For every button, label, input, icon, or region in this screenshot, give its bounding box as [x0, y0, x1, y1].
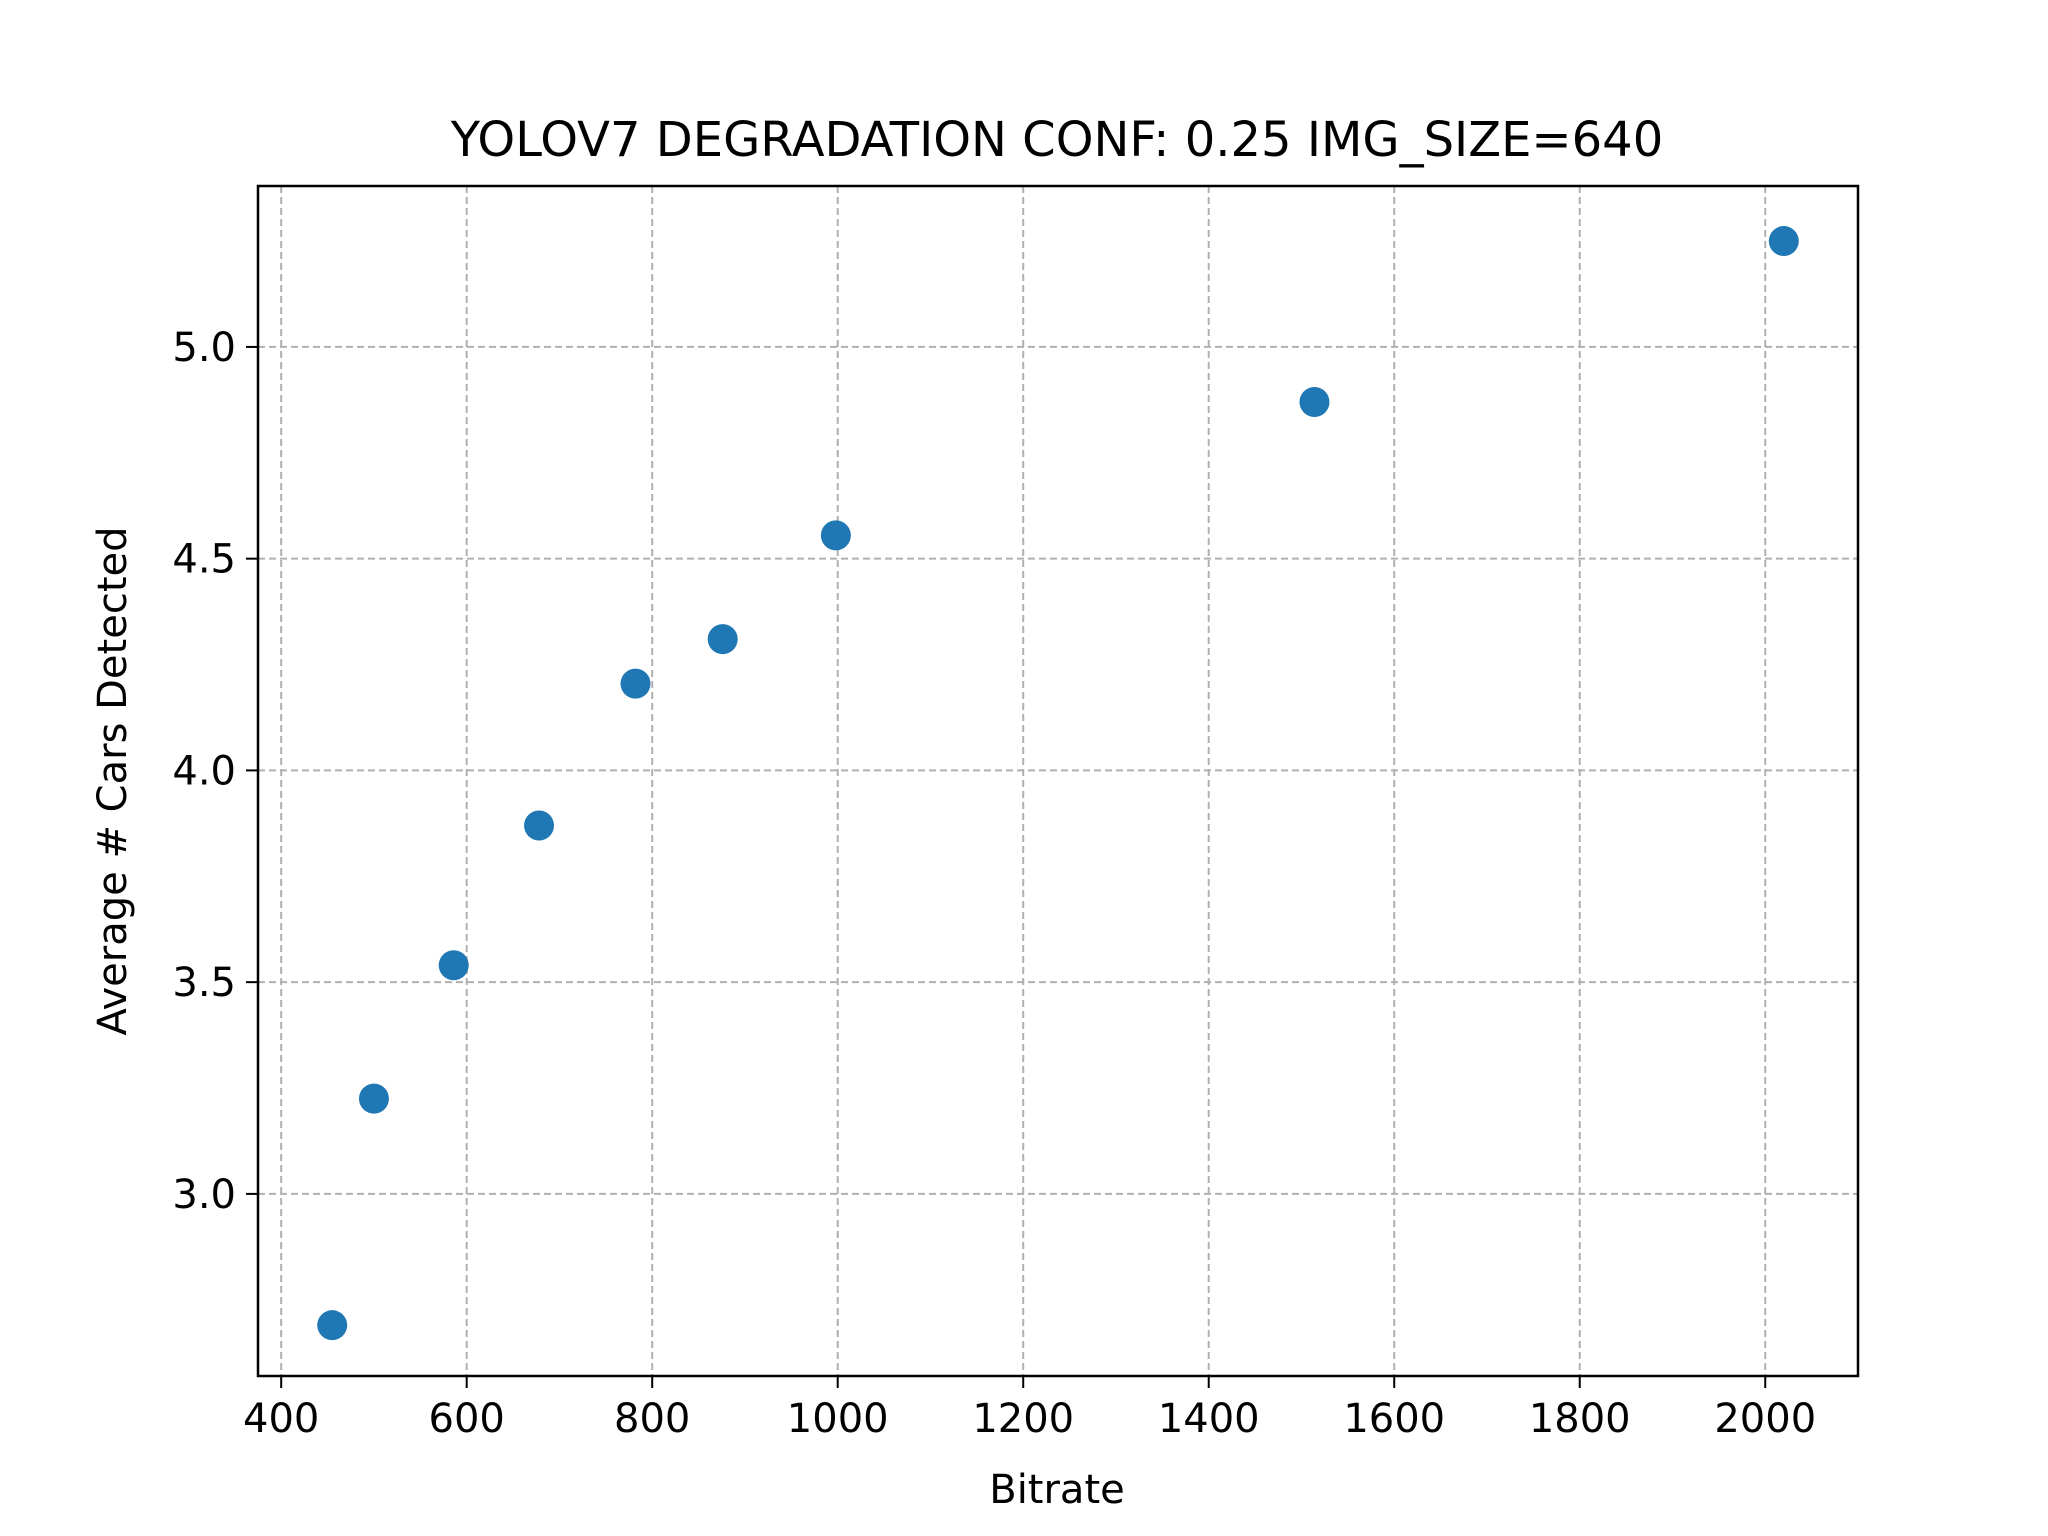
data-point	[620, 668, 651, 699]
x-axis-title: Bitrate	[989, 1467, 1125, 1513]
x-tick-label: 400	[243, 1396, 319, 1442]
y-tick-label: 5.0	[172, 325, 236, 371]
x-tick-label: 800	[614, 1396, 690, 1442]
data-point	[524, 810, 555, 841]
y-tick-label: 4.5	[172, 537, 236, 583]
grid	[258, 186, 1858, 1376]
y-tick-label: 4.0	[172, 748, 236, 794]
y-tick-label: 3.5	[172, 960, 236, 1006]
x-tick-label: 2000	[1714, 1396, 1816, 1442]
data-point	[820, 520, 851, 551]
x-tick-label: 600	[429, 1396, 505, 1442]
x-tick-label: 1400	[1158, 1396, 1260, 1442]
data-point	[1299, 386, 1330, 417]
data-points	[317, 226, 1799, 1341]
x-tick-label: 1000	[787, 1396, 889, 1442]
data-point	[1768, 226, 1799, 257]
x-tick-label: 1600	[1343, 1396, 1445, 1442]
y-tick-label: 3.0	[172, 1172, 236, 1218]
chart-title: YOLOV7 DEGRADATION CONF: 0.25 IMG_SIZE=6…	[450, 112, 1664, 168]
data-point	[438, 950, 469, 981]
data-point	[707, 624, 738, 655]
plot-frame	[256, 184, 1860, 1378]
y-axis-title: Average # Cars Detected	[90, 526, 136, 1035]
x-tick-label: 1200	[972, 1396, 1074, 1442]
axis-ticks: 400 600 800 1000 1200 1400 1600 1800 2000 3.0 3.5 4…	[172, 325, 1816, 1442]
data-point	[358, 1083, 389, 1114]
x-tick-label: 1800	[1529, 1396, 1631, 1442]
data-point	[317, 1310, 348, 1341]
